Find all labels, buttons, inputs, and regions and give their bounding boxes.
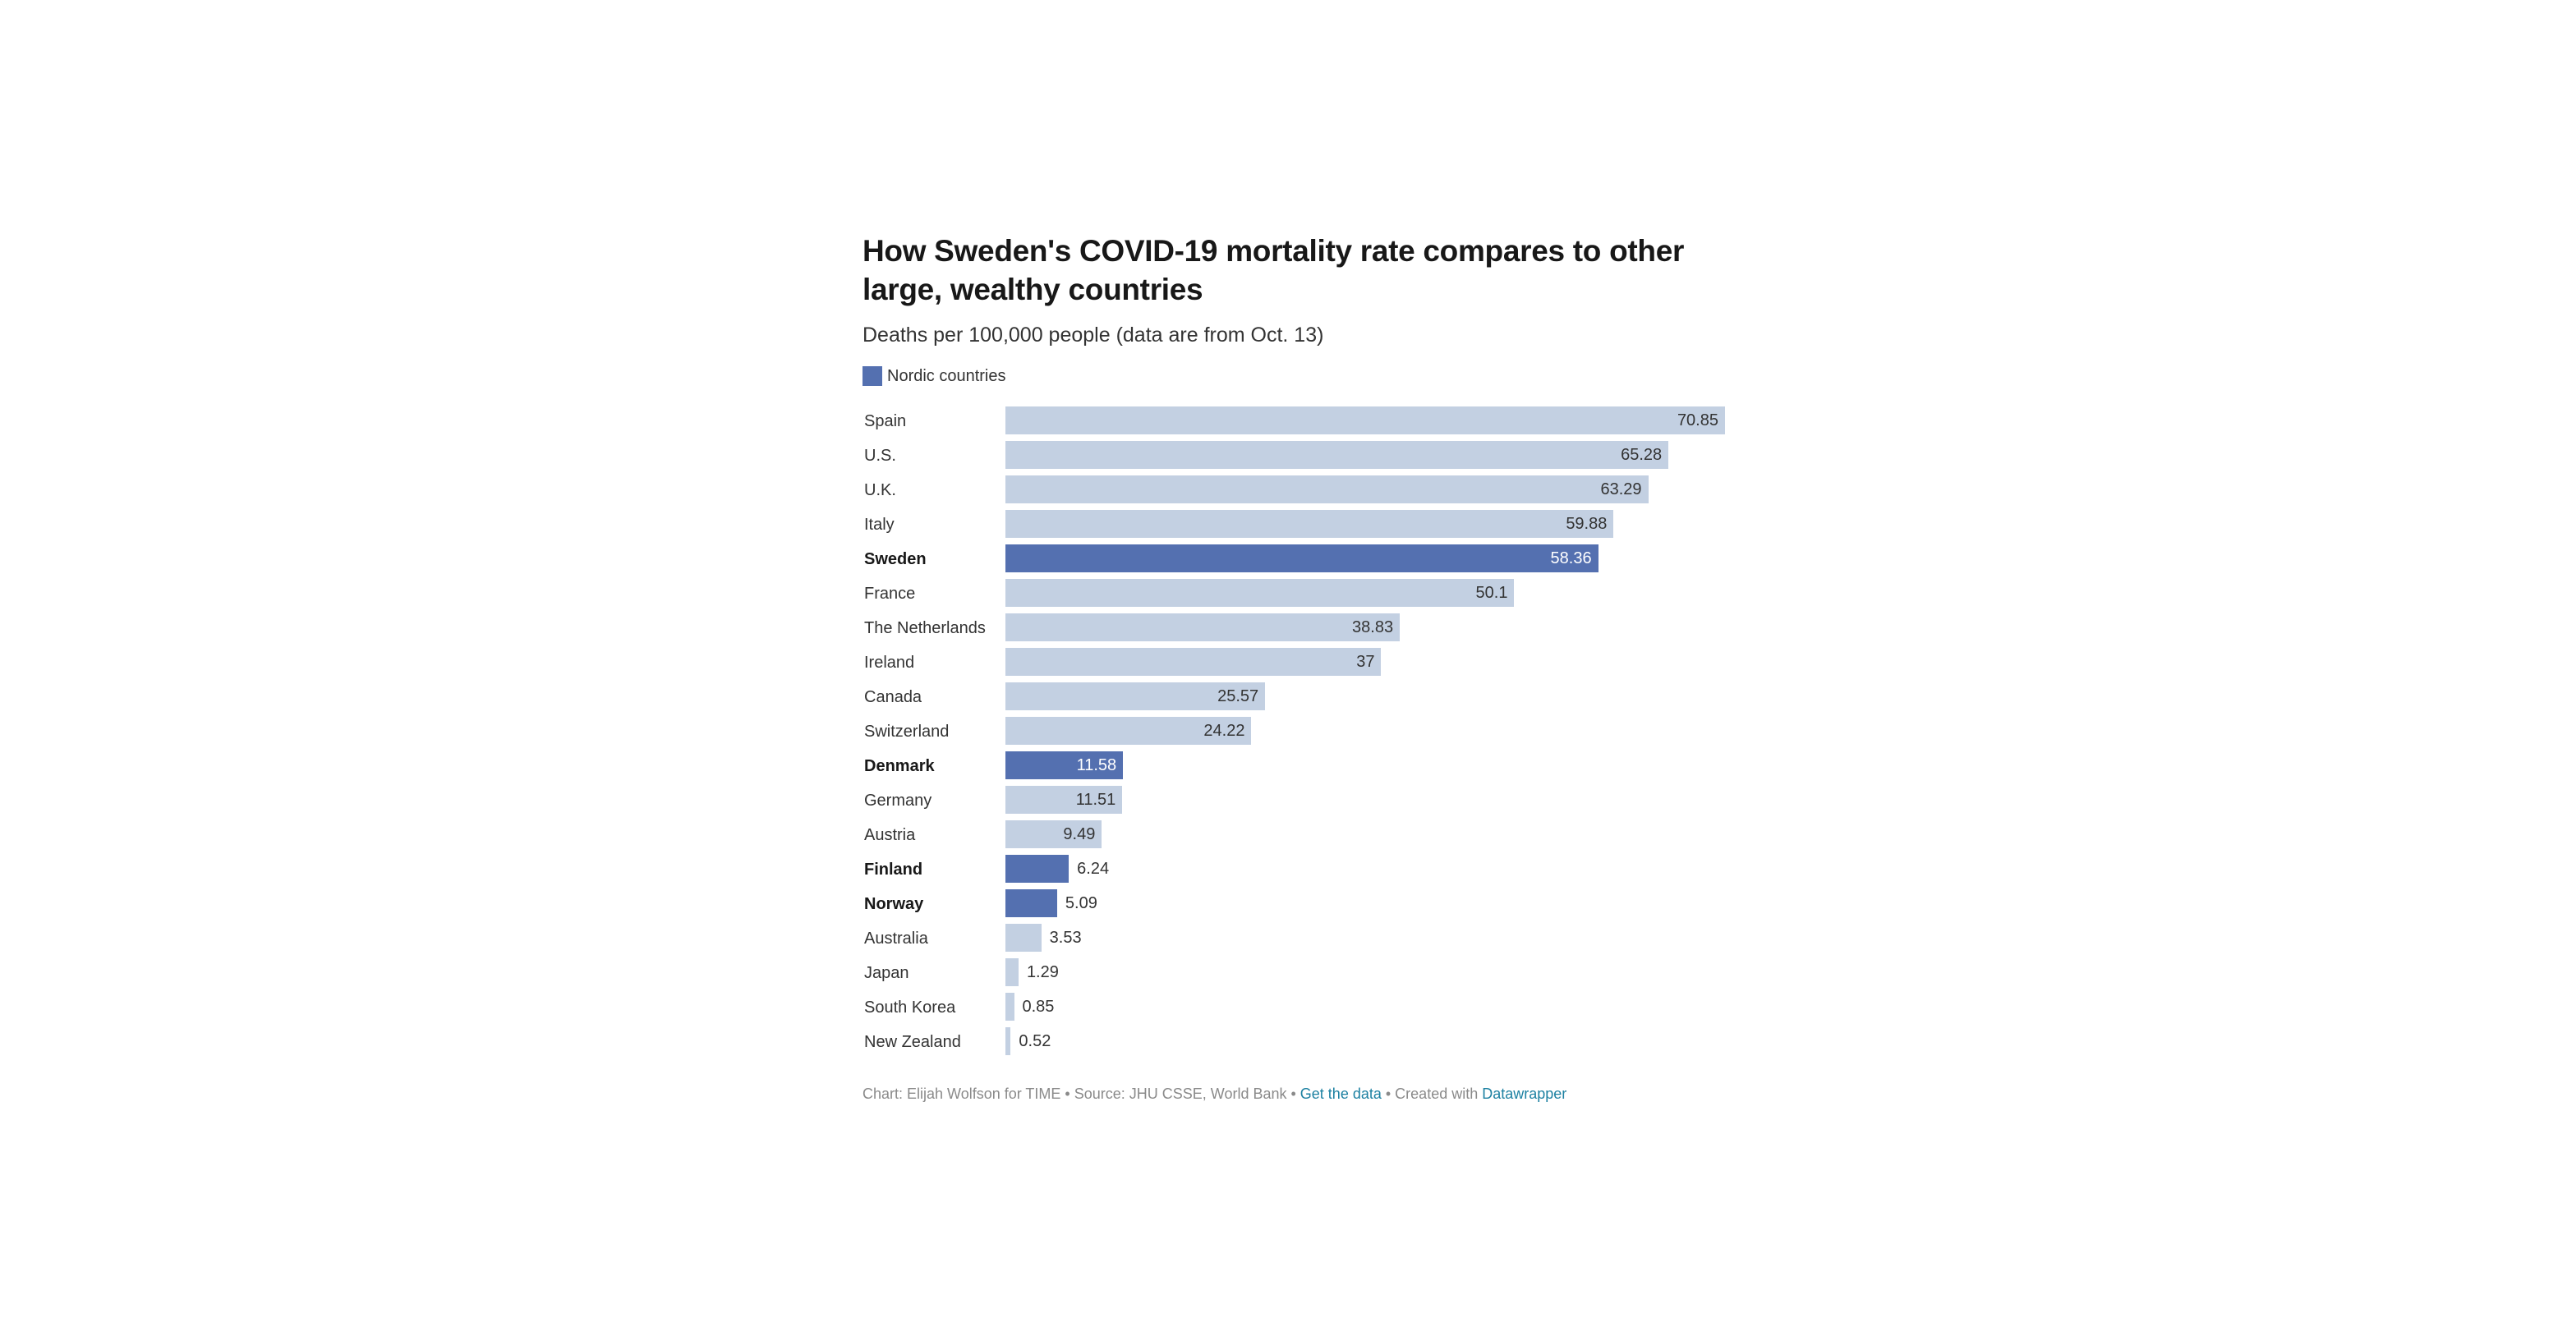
- bar-row: Denmark 11.58: [862, 749, 1725, 783]
- category-label: Japan: [864, 964, 909, 982]
- bar: [1005, 475, 1649, 503]
- bar-row: The Netherlands 38.83: [862, 611, 1725, 645]
- bar-row: Spain 70.85: [862, 404, 1725, 438]
- category-label: South Korea: [864, 999, 956, 1017]
- value-label: 50.1: [1475, 584, 1508, 602]
- category-label: Denmark: [864, 757, 935, 775]
- bar-row: Austria 9.49: [862, 818, 1725, 852]
- value-label: 0.85: [1022, 998, 1055, 1016]
- legend-label: Nordic countries: [887, 366, 1006, 385]
- category-label: Canada: [864, 688, 922, 706]
- value-label: 0.52: [1019, 1032, 1051, 1050]
- category-label: U.K.: [864, 481, 896, 499]
- bar: [1005, 613, 1401, 641]
- bar: [1005, 406, 1725, 434]
- category-label: Ireland: [864, 654, 915, 672]
- category-label: Australia: [864, 930, 928, 948]
- bar: [1005, 682, 1266, 710]
- value-label: 6.24: [1077, 860, 1110, 878]
- bar-row: Ireland 37: [862, 645, 1725, 680]
- legend: Nordic countries: [862, 366, 1006, 386]
- value-label: 37: [1356, 653, 1375, 671]
- value-label: 59.88: [1566, 515, 1608, 533]
- bar: [1005, 1027, 1011, 1055]
- bar-row: Canada 25.57: [862, 680, 1725, 714]
- chart-title: How Sweden's COVID-19 mortality rate com…: [862, 234, 1685, 306]
- category-label: Sweden: [864, 550, 927, 568]
- bar-row: New Zealand 0.52: [862, 1025, 1725, 1059]
- value-label: 38.83: [1352, 618, 1394, 636]
- category-label: Spain: [864, 412, 907, 430]
- bar-row: Italy 59.88: [862, 507, 1725, 542]
- bar: [1005, 751, 1124, 779]
- chart-container: How Sweden's COVID-19 mortality rate com…: [862, 232, 1725, 1102]
- category-label: Finland: [864, 861, 923, 879]
- bar: [1005, 441, 1669, 469]
- bar-row: Sweden 58.36: [862, 542, 1725, 576]
- value-label: 5.09: [1065, 894, 1097, 912]
- category-label: Germany: [864, 792, 932, 810]
- value-label: 58.36: [1550, 549, 1592, 567]
- bar-row: Finland 6.24: [862, 852, 1725, 887]
- bar-row: Norway 5.09: [862, 887, 1725, 921]
- value-label: 65.28: [1621, 446, 1663, 464]
- category-label: Italy: [864, 516, 895, 534]
- legend-swatch: [862, 366, 882, 386]
- bar-row: Germany 11.51: [862, 783, 1725, 818]
- bar-row: France 50.1: [862, 576, 1725, 611]
- bar: [1005, 924, 1042, 952]
- bar: [1005, 579, 1515, 607]
- category-label: Norway: [864, 895, 924, 913]
- bar: [1005, 889, 1057, 917]
- bar-chart: Spain 70.85 U.S. 65.28 U.K. 63.29 Italy 59.88 Sw…: [862, 404, 1725, 1061]
- category-label: France: [864, 585, 916, 603]
- value-label: 63.29: [1600, 480, 1642, 498]
- bar-row: Switzerland 24.22: [862, 714, 1725, 749]
- bar: [1005, 786, 1123, 814]
- value-label: 1.29: [1026, 963, 1059, 981]
- category-label: The Netherlands: [864, 619, 986, 637]
- bar-row: U.K. 63.29: [862, 473, 1725, 507]
- value-label: 11.58: [1076, 756, 1117, 774]
- bar: [1005, 544, 1598, 572]
- bar: [1005, 648, 1382, 676]
- value-label: 3.53: [1049, 929, 1082, 947]
- footer-created: • Created with: [1381, 1086, 1483, 1102]
- bar: [1005, 993, 1014, 1021]
- footer-credit: Chart: Elijah Wolfson for TIME • Source:…: [862, 1086, 1300, 1102]
- value-label: 9.49: [1063, 825, 1096, 843]
- bar: [1005, 717, 1252, 745]
- datawrapper-link[interactable]: Datawrapper: [1482, 1086, 1567, 1102]
- bar-row: Japan 1.29: [862, 956, 1725, 990]
- get-data-link[interactable]: Get the data: [1300, 1086, 1382, 1102]
- bar: [1005, 510, 1614, 538]
- category-label: U.S.: [864, 447, 896, 465]
- bar-row: U.S. 65.28: [862, 438, 1725, 473]
- bar-row: South Korea 0.85: [862, 990, 1725, 1025]
- chart-subtitle: Deaths per 100,000 people (data are from…: [862, 324, 1324, 347]
- value-label: 25.57: [1217, 687, 1259, 705]
- value-label: 11.51: [1075, 791, 1116, 809]
- category-label: New Zealand: [864, 1033, 961, 1051]
- value-label: 70.85: [1677, 411, 1718, 429]
- category-label: Switzerland: [864, 723, 950, 741]
- bar: [1005, 855, 1070, 883]
- bar: [1005, 820, 1102, 848]
- category-label: Austria: [864, 826, 916, 844]
- bar-row: Australia 3.53: [862, 921, 1725, 956]
- bar: [1005, 958, 1019, 986]
- chart-footer: Chart: Elijah Wolfson for TIME • Source:…: [862, 1086, 1566, 1102]
- value-label: 24.22: [1203, 722, 1245, 740]
